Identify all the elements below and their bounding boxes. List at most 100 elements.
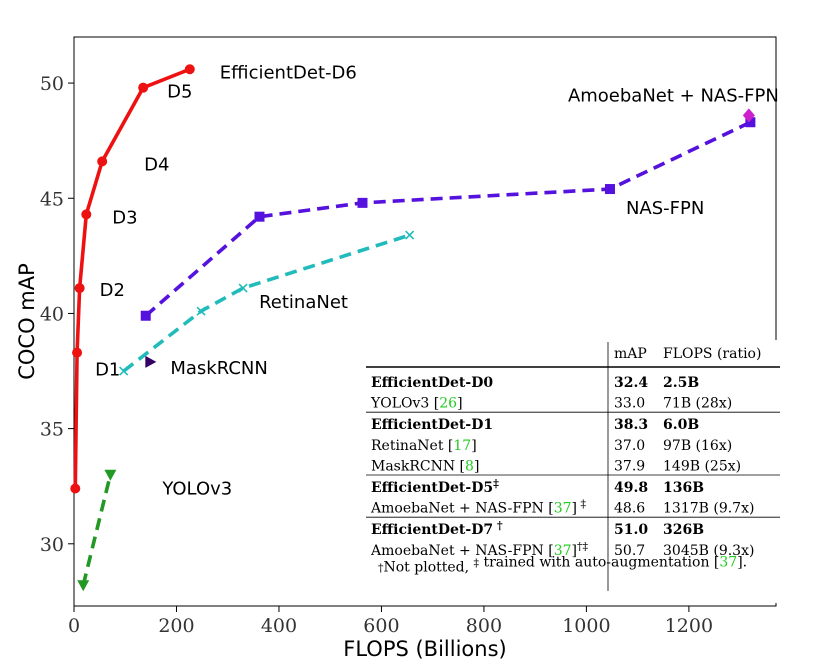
table-cell-flops: 326B	[663, 522, 704, 538]
citation: 8	[465, 458, 474, 474]
citation: 37	[554, 543, 572, 559]
data-point	[405, 230, 415, 240]
x-tick-label: 600	[363, 615, 399, 637]
table-cell-flops: 136B	[663, 480, 704, 496]
data-point	[77, 580, 90, 592]
table-header-map: mAP	[614, 346, 647, 362]
table-cell-map: 32.4	[614, 375, 648, 391]
cite-close: ]	[474, 458, 479, 474]
table-cell-method: EfficientDet-D1	[371, 417, 493, 433]
series-line	[122, 233, 411, 373]
point-label: MaskRCNN	[170, 358, 267, 379]
citation: 17	[453, 438, 471, 454]
table-cell-map: 33.0	[614, 396, 645, 412]
footnote-part: trained with auto-augmentation [	[479, 554, 719, 570]
data-point	[74, 283, 85, 294]
table-cell-map: 48.6	[614, 501, 645, 517]
x-tick-label: 200	[158, 615, 194, 637]
point-label: D5	[167, 82, 192, 103]
table-cell-method: MaskRCNN [8]	[371, 458, 479, 474]
cite-close: ]	[471, 438, 476, 454]
data-point	[81, 209, 92, 220]
table-header-flops: FLOPS (ratio)	[663, 346, 761, 362]
table-cell-map: 49.8	[614, 480, 648, 496]
table-cell-flops: 3045B (9.3x)	[663, 543, 754, 559]
table-row: AmoebaNet + NAS-FPN [37] ‡ 48.6 1317B (9.7…	[370, 498, 754, 517]
table-cell-flops: 1317B (9.7x)	[663, 501, 754, 517]
series-efficientdet	[70, 64, 195, 494]
x-tick-label: 1200	[665, 615, 713, 637]
table-cell-method: AmoebaNet + NAS-FPN [37]†‡	[370, 540, 589, 559]
footnote-mark: †‡	[577, 540, 589, 553]
data-point	[184, 64, 195, 75]
y-axis-label: COCO mAP	[15, 263, 39, 380]
table-cell-method: EfficientDet-D7 †	[371, 519, 503, 538]
table-cell-method: RetinaNet [17]	[371, 438, 477, 454]
cite-open: [	[544, 501, 554, 517]
y-tick-label: 30	[40, 534, 64, 556]
footnote-mark: ‡	[493, 477, 499, 490]
point-label: D3	[112, 207, 137, 228]
series-line	[81, 474, 113, 586]
x-tick-label: 0	[68, 615, 80, 637]
cite-close: ]	[572, 501, 577, 517]
table-cell-method: EfficientDet-D0	[371, 375, 493, 391]
cite-open: [	[544, 543, 554, 559]
comparison-table: mAP FLOPS (ratio) EfficientDet-D0 32.4 2.5B Y…	[366, 340, 780, 603]
data-point	[70, 483, 81, 494]
data-point	[140, 310, 151, 321]
table-cell-map: 50.7	[614, 543, 645, 559]
series-retinanet	[119, 230, 415, 376]
y-tick-label: 50	[40, 73, 64, 95]
table-cell-flops: 6.0B	[663, 417, 699, 433]
data-point	[72, 347, 83, 358]
data-point	[742, 108, 755, 123]
table-row: EfficientDet-D7 † 51.0 326B	[371, 519, 704, 538]
citation: 37	[554, 501, 572, 517]
point-label: D1	[95, 360, 120, 381]
footnote-mark: ‡	[577, 498, 586, 511]
data-point	[145, 355, 157, 368]
x-tick-label: 400	[261, 615, 297, 637]
cite-close: ]	[572, 543, 577, 559]
data-point	[254, 211, 265, 222]
data-point	[119, 366, 129, 376]
x-tick-label: 1000	[562, 615, 610, 637]
point-label: YOLOv3	[161, 479, 232, 500]
cite-close: ]	[457, 396, 462, 412]
data-point	[604, 184, 615, 195]
table-cell-method: EfficientDet-D5‡	[371, 477, 499, 496]
table-row: EfficientDet-D5‡ 49.8 136B	[371, 477, 704, 496]
axes: 0 200 400 600 800 1000 1200 30 35 40 45 50 FLOPS (Bi…	[15, 36, 777, 661]
cite-open: [	[443, 438, 453, 454]
series-layer	[70, 64, 756, 592]
footnote-part: 37	[719, 554, 737, 570]
table-row: MaskRCNN [8] 37.9 149B (25x)	[371, 458, 741, 474]
table-cell-map: 37.9	[614, 458, 645, 474]
data-point	[357, 197, 368, 208]
x-axis-label: FLOPS (Billions)	[343, 637, 506, 661]
point-label: D4	[144, 154, 169, 175]
table-row: EfficientDet-D0 32.4 2.5B	[371, 375, 699, 391]
x-tick-label: 800	[466, 615, 502, 637]
cite-open: [	[429, 396, 439, 412]
citation: 26	[439, 396, 457, 412]
table-cell-flops: 97B (16x)	[663, 438, 732, 454]
table-row: YOLOv3 [26] 33.0 71B (28x)	[370, 396, 732, 412]
plot-frame	[73, 36, 777, 607]
series-amoebanet-nas-fpn	[742, 108, 755, 123]
table-cell-flops: 149B (25x)	[663, 458, 741, 474]
point-label: EfficientDet-D6	[220, 62, 357, 83]
series-nas-fpn	[140, 117, 756, 321]
data-point	[138, 82, 149, 93]
data-point	[745, 117, 756, 128]
footnote-mark: †	[493, 519, 503, 532]
data-point	[104, 469, 117, 481]
table-cell-method: YOLOv3 [26]	[370, 396, 463, 412]
table-row: EfficientDet-D1 38.3 6.0B	[371, 417, 699, 433]
point-label: NAS-FPN	[626, 198, 704, 219]
y-tick-label: 45	[40, 188, 64, 210]
y-tick-label: 35	[40, 419, 64, 441]
table-cell-map: 37.0	[614, 438, 645, 454]
